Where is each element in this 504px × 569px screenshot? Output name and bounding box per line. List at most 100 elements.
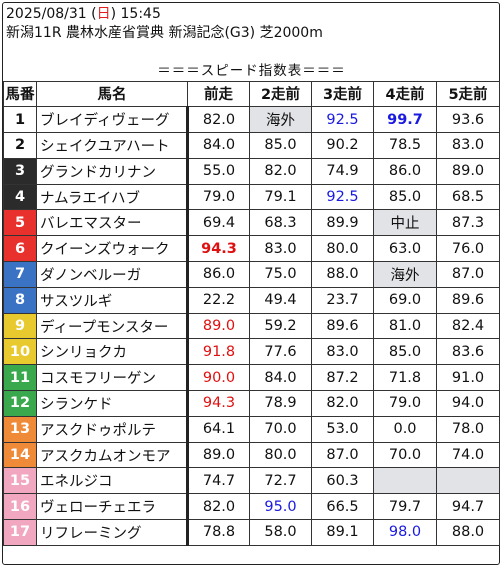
- speed-index-cell: 69.4: [187, 209, 250, 237]
- col-header-prev5: 5走前: [435, 80, 501, 108]
- speed-index-cell: 海外: [249, 106, 312, 134]
- speed-index-cell: 78.0: [435, 415, 501, 443]
- speed-index-cell: 89.1: [311, 519, 374, 546]
- speed-index-cell: 85.0: [373, 338, 437, 366]
- horse-number: 5: [3, 209, 37, 237]
- horse-name: リフレーミング: [36, 519, 189, 546]
- table-row: 1 ブレイディヴェーグ 82.0 海外 92.5 99.7 93.6: [3, 106, 501, 134]
- horse-number: 11: [3, 364, 37, 392]
- table-row: 7 ダノンベルーガ 86.0 75.0 88.0 海外 87.0: [3, 261, 501, 288]
- speed-index-cell: 98.0: [373, 519, 437, 546]
- speed-index-cell: 86.0: [187, 261, 250, 288]
- speed-index-cell: 49.4: [249, 286, 312, 314]
- table-row: 2 シェイクユアハート 84.0 85.0 90.2 78.5 83.0: [3, 132, 501, 159]
- speed-index-cell: 83.6: [435, 338, 501, 366]
- speed-index-cell: [435, 467, 501, 495]
- speed-index-cell: 87.0: [435, 261, 501, 288]
- horse-name: ナムラエイハブ: [36, 183, 189, 211]
- horse-name: ヴェローチェエラ: [36, 493, 189, 521]
- table-row: 14 アスクカムオンモア 89.0 80.0 87.0 70.0 74.0: [3, 441, 501, 469]
- speed-index-cell: 71.8: [373, 364, 437, 392]
- table-banner: ＝＝＝スピード指数表＝＝＝: [157, 62, 346, 79]
- speed-index-cell: 78.5: [373, 132, 437, 159]
- horse-name: シェイクユアハート: [36, 132, 189, 159]
- horse-number: 17: [3, 519, 37, 546]
- table-row: 5 バレエマスター 69.4 68.3 89.9 中止 87.3: [3, 209, 501, 237]
- speed-index-cell: 75.0: [249, 261, 312, 288]
- speed-index-cell: 92.5: [311, 106, 374, 134]
- speed-index-cell: 94.7: [435, 493, 501, 521]
- horse-number: 8: [3, 286, 37, 314]
- horse-name: アスクドゥポルテ: [36, 415, 189, 443]
- speed-index-cell: 85.0: [249, 132, 312, 159]
- speed-index-cell: 79.0: [187, 183, 250, 211]
- speed-index-cell: 63.0: [373, 235, 437, 263]
- table-row: 13 アスクドゥポルテ 64.1 70.0 53.0 0.0 78.0: [3, 415, 501, 443]
- table-row: 15 エネルジコ 74.7 72.7 60.3: [3, 467, 501, 495]
- speed-index-cell: 80.0: [311, 235, 374, 263]
- speed-index-cell: 22.2: [187, 286, 250, 314]
- horse-name: エネルジコ: [36, 467, 189, 495]
- speed-index-cell: 58.0: [249, 519, 312, 546]
- speed-index-cell: 78.8: [187, 519, 250, 546]
- speed-index-cell: 66.5: [311, 493, 374, 521]
- speed-index-cell: 83.0: [249, 235, 312, 263]
- speed-index-cell: 中止: [373, 209, 437, 237]
- speed-index-cell: 59.2: [249, 312, 312, 340]
- speed-index-cell: 87.3: [435, 209, 501, 237]
- horse-name: バレエマスター: [36, 209, 189, 237]
- table-row: 17 リフレーミング 78.8 58.0 89.1 98.0 88.0: [3, 519, 501, 546]
- speed-index-cell: 海外: [373, 261, 437, 288]
- race-datetime: 2025/08/31 (日) 15:45: [6, 5, 323, 24]
- speed-index-cell: 83.0: [311, 338, 374, 366]
- horse-name: シランケド: [36, 390, 189, 417]
- speed-index-cell: 82.0: [187, 106, 250, 134]
- horse-number: 4: [3, 183, 37, 211]
- speed-index-cell: 95.0: [249, 493, 312, 521]
- speed-index-cell: 23.7: [311, 286, 374, 314]
- speed-index-cell: 79.1: [249, 183, 312, 211]
- table-row: 16 ヴェローチェエラ 82.0 95.0 66.5 79.7 94.7: [3, 493, 501, 521]
- horse-name: ダノンベルーガ: [36, 261, 189, 288]
- column-header-row: 馬番 馬名 前走 2走前 3走前 4走前 5走前: [3, 80, 501, 108]
- speed-index-cell: 88.0: [311, 261, 374, 288]
- speed-index-cell: 92.5: [311, 183, 374, 211]
- speed-index-cell: 82.0: [249, 157, 312, 185]
- speed-index-cell: 79.0: [373, 390, 437, 417]
- weekday-text: 日: [96, 6, 111, 22]
- table-row: 8 サスツルギ 22.2 49.4 23.7 69.0 89.6: [3, 286, 501, 314]
- race-title: 新潟11R 農林水産省賞典 新潟記念(G3) 芝2000m: [6, 25, 323, 41]
- speed-index-cell: 68.3: [249, 209, 312, 237]
- horse-number: 14: [3, 441, 37, 469]
- race-header: 2025/08/31 (日) 15:45 新潟11R 農林水産省賞典 新潟記念(…: [6, 5, 323, 43]
- horse-name: アスクカムオンモア: [36, 441, 189, 469]
- speed-index-cell: 86.0: [373, 157, 437, 185]
- table-row: 12 シランケド 94.3 78.9 82.0 79.0 94.0: [3, 390, 501, 417]
- time-text: ) 15:45: [110, 6, 161, 22]
- horse-name: グランドカリナン: [36, 157, 189, 185]
- speed-index-cell: 81.0: [373, 312, 437, 340]
- speed-index-cell: 82.0: [187, 493, 250, 521]
- horse-number: 6: [3, 235, 37, 263]
- speed-index-cell: 60.3: [311, 467, 374, 495]
- horse-number: 16: [3, 493, 37, 521]
- horse-name: シンリョクカ: [36, 338, 189, 366]
- speed-index-cell: 89.0: [187, 312, 250, 340]
- speed-index-cell: 80.0: [249, 441, 312, 469]
- speed-index-cell: 72.7: [249, 467, 312, 495]
- horse-number: 15: [3, 467, 37, 495]
- speed-index-cell: 87.2: [311, 364, 374, 392]
- col-header-prev2: 2走前: [249, 80, 312, 108]
- horse-number: 9: [3, 312, 37, 340]
- horse-number: 2: [3, 132, 37, 159]
- speed-index-cell: 74.0: [435, 441, 501, 469]
- speed-index-cell: 53.0: [311, 415, 374, 443]
- horse-name: ブレイディヴェーグ: [36, 106, 189, 134]
- table-row: 6 クイーンズウォーク 94.3 83.0 80.0 63.0 76.0: [3, 235, 501, 263]
- speed-index-cell: 89.9: [311, 209, 374, 237]
- horse-number: 7: [3, 261, 37, 288]
- speed-index-cell: 82.4: [435, 312, 501, 340]
- speed-index-cell: 93.6: [435, 106, 501, 134]
- speed-index-cell: 70.0: [373, 441, 437, 469]
- speed-index-cell: 82.0: [311, 390, 374, 417]
